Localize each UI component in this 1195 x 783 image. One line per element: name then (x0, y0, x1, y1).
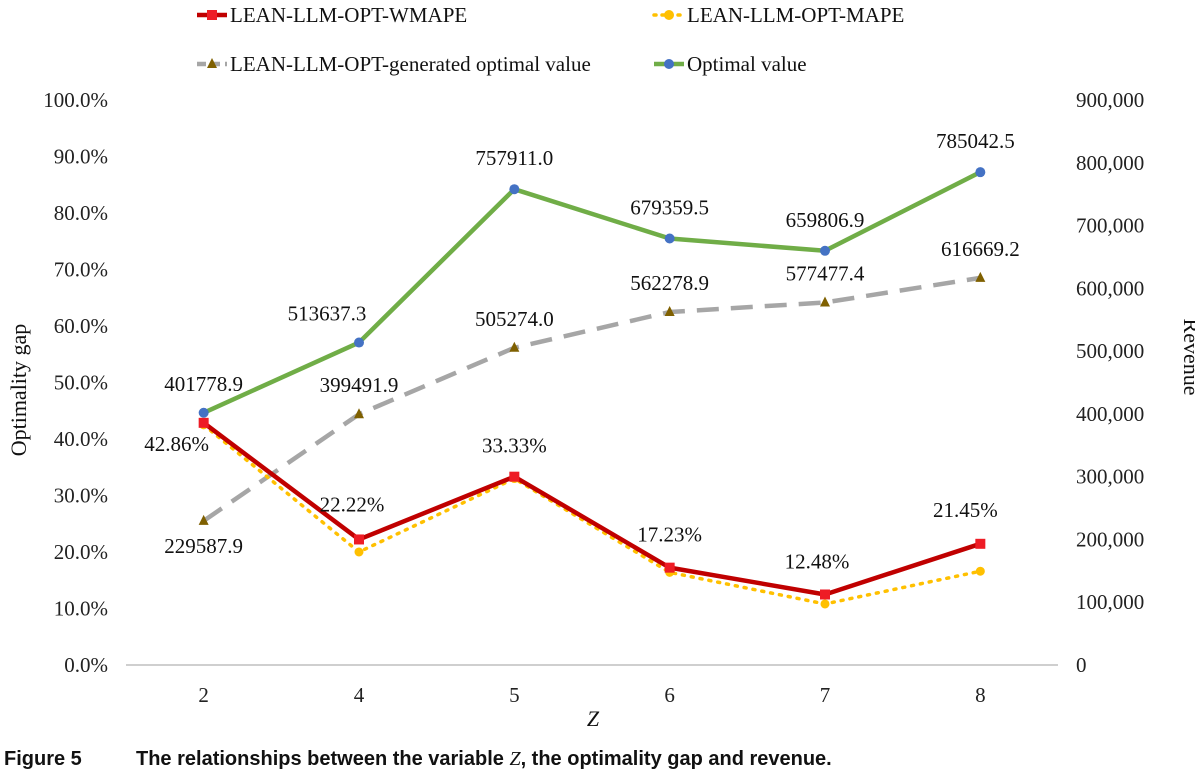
data-point-generated (820, 296, 830, 307)
y-left-tick-label: 50.0% (54, 371, 108, 395)
data-point-generated (354, 408, 364, 419)
figure-number: Figure 5 (4, 748, 82, 770)
y-left-tick-label: 20.0% (54, 540, 108, 564)
data-label-generated: 562278.9 (630, 271, 709, 295)
data-label-optimal: 785042.5 (936, 129, 1015, 153)
y-right-tick-label: 500,000 (1076, 339, 1144, 363)
x-tick-label: 4 (354, 683, 365, 707)
data-point-wmape (509, 471, 520, 482)
y-right-tick-label: 800,000 (1076, 151, 1144, 175)
data-point-optimal (820, 245, 830, 256)
data-label-generated: 616669.2 (941, 237, 1020, 261)
data-label-optimal: 757911.0 (475, 146, 553, 170)
data-point-optimal (664, 233, 675, 244)
caption-variable: Z (509, 748, 521, 770)
legend-label-optimal: Optimal value (687, 52, 807, 76)
series-line-generated (202, 275, 981, 523)
y-left-tick-label: 60.0% (54, 314, 108, 338)
legend-marker-mape (664, 10, 674, 20)
data-label-wmape: 33.33% (482, 434, 547, 458)
data-label-optimal: 401778.9 (164, 372, 243, 396)
y-left-tick-label: 0.0% (64, 653, 108, 677)
y-axis-right-title: Revenue (1179, 319, 1195, 396)
data-point-wmape (820, 589, 830, 600)
data-label-wmape: 42.86% (144, 432, 209, 456)
legend-marker-optimal (664, 59, 674, 69)
data-label-generated: 505274.0 (475, 307, 554, 331)
data-label-generated: 229587.9 (164, 534, 243, 558)
series-line-mape (201, 423, 983, 606)
x-tick-label: 2 (198, 683, 209, 707)
series-line-wmape (202, 421, 982, 597)
y-right-tick-label: 700,000 (1076, 214, 1144, 238)
y-right-tick-label: 100,000 (1076, 590, 1144, 614)
data-label-wmape: 12.48% (785, 549, 850, 573)
y-left-tick-label: 90.0% (54, 145, 108, 169)
data-point-optimal (354, 337, 364, 348)
y-right-tick-label: 300,000 (1076, 465, 1144, 489)
y-right-tick-label: 400,000 (1076, 402, 1144, 426)
legend-marker-generated (207, 58, 217, 68)
data-point-wmape (664, 562, 675, 573)
caption-text-after: , the optimality gap and revenue. (520, 748, 832, 770)
caption-text-before: The relationships between the variable (136, 748, 510, 770)
legend-marker-wmape (207, 10, 217, 20)
data-label-optimal: 679359.5 (630, 196, 709, 220)
right-axis: 0 100,000 200,000 300,000 400,000 500,000 600,… (1076, 88, 1144, 677)
data-point-generated (509, 341, 520, 352)
y-left-tick-label: 30.0% (54, 484, 108, 508)
y-left-tick-label: 40.0% (54, 427, 108, 451)
legend-label-generated: LEAN-LLM-OPT-generated optimal value (230, 52, 591, 76)
y-right-tick-label: 200,000 (1076, 527, 1144, 551)
data-point-generated (198, 514, 209, 525)
data-label-optimal: 659806.9 (786, 208, 865, 232)
data-point-optimal (509, 184, 520, 195)
figure-caption: Figure 5 The relationships between the va… (4, 748, 832, 771)
series-line-optimal (202, 170, 982, 415)
data-label-generated: 399491.9 (320, 373, 399, 397)
x-axis-title: Z (587, 706, 600, 731)
y-right-tick-label: 600,000 (1076, 276, 1144, 300)
y-left-tick-label: 10.0% (54, 597, 108, 621)
data-point-generated (975, 271, 986, 282)
data-point-wmape (975, 538, 986, 549)
y-right-tick-label: 900,000 (1076, 88, 1144, 112)
data-point-mape (354, 547, 364, 557)
plot-area: 42.86% 22.22% 33.33% 17.23% 12.48% 21.45% 2295… (144, 129, 1020, 609)
data-point-generated (664, 306, 675, 317)
x-tick-label: 5 (509, 683, 520, 707)
data-point-wmape (354, 534, 364, 545)
data-label-generated: 577477.4 (786, 261, 865, 285)
data-label-wmape: 22.22% (320, 492, 385, 516)
y-left-tick-label: 100.0% (43, 88, 108, 112)
data-label-optimal: 513637.3 (288, 302, 367, 326)
data-point-mape (975, 566, 985, 576)
y-right-tick-label: 0 (1076, 653, 1087, 677)
left-axis: 0.0% 10.0% 20.0% 30.0% 40.0% 50.0% 60.0% 70.0% 8… (43, 88, 108, 677)
x-tick-label: 7 (820, 683, 831, 707)
y-left-tick-label: 70.0% (54, 258, 108, 282)
data-point-wmape (198, 417, 209, 428)
data-point-optimal (198, 407, 209, 418)
x-axis: 2 4 5 6 7 8 (126, 664, 1058, 707)
chart-legend: LEAN-LLM-OPT-WMAPE LEAN-LLM-OPT-MAPE LEAN-… (197, 3, 904, 76)
data-label-wmape: 21.45% (933, 498, 998, 522)
legend-label-mape: LEAN-LLM-OPT-MAPE (687, 3, 904, 27)
x-tick-label: 6 (664, 683, 675, 707)
y-axis-left-title: Optimality gap (6, 324, 31, 457)
data-point-optimal (975, 167, 986, 178)
data-label-wmape: 17.23% (637, 523, 702, 547)
legend-label-wmape: LEAN-LLM-OPT-WMAPE (230, 3, 467, 27)
y-left-tick-label: 80.0% (54, 201, 108, 225)
x-tick-label: 8 (975, 683, 986, 707)
data-point-mape (820, 599, 830, 609)
